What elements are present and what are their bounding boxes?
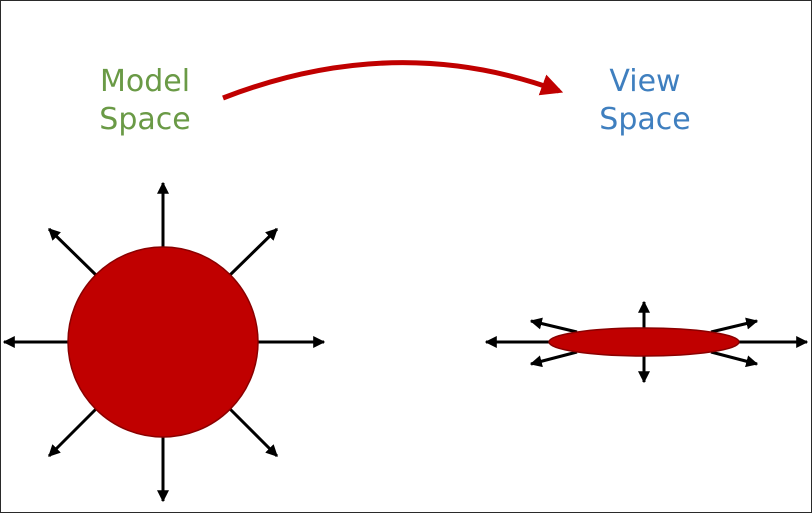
view-normal-down-left-arrow-icon bbox=[529, 350, 578, 368]
normal-up-right-arrow-icon bbox=[228, 227, 279, 277]
model-space-label-line2: Space bbox=[99, 102, 191, 137]
view-space-label: View Space bbox=[585, 63, 705, 139]
view-space-label-line2: Space bbox=[599, 102, 691, 137]
view-normal-up-right-arrow-icon bbox=[710, 317, 759, 334]
view-space-label-line1: View bbox=[609, 64, 681, 99]
normal-up-left-arrow-icon bbox=[47, 227, 98, 277]
normal-down-right-arrow-icon bbox=[228, 407, 279, 458]
transform-arrow-icon bbox=[222, 60, 564, 101]
view-space-ellipse bbox=[548, 327, 740, 357]
model-space-label: Model Space bbox=[85, 63, 205, 139]
view-normal-up-left-arrow-icon bbox=[529, 317, 578, 334]
model-space-sphere bbox=[67, 246, 259, 438]
view-normal-down-right-arrow-icon bbox=[710, 350, 759, 368]
normal-down-left-arrow-icon bbox=[47, 407, 98, 458]
model-space-label-line1: Model bbox=[99, 64, 191, 99]
model-normals bbox=[2, 181, 326, 503]
view-normals bbox=[484, 300, 809, 384]
